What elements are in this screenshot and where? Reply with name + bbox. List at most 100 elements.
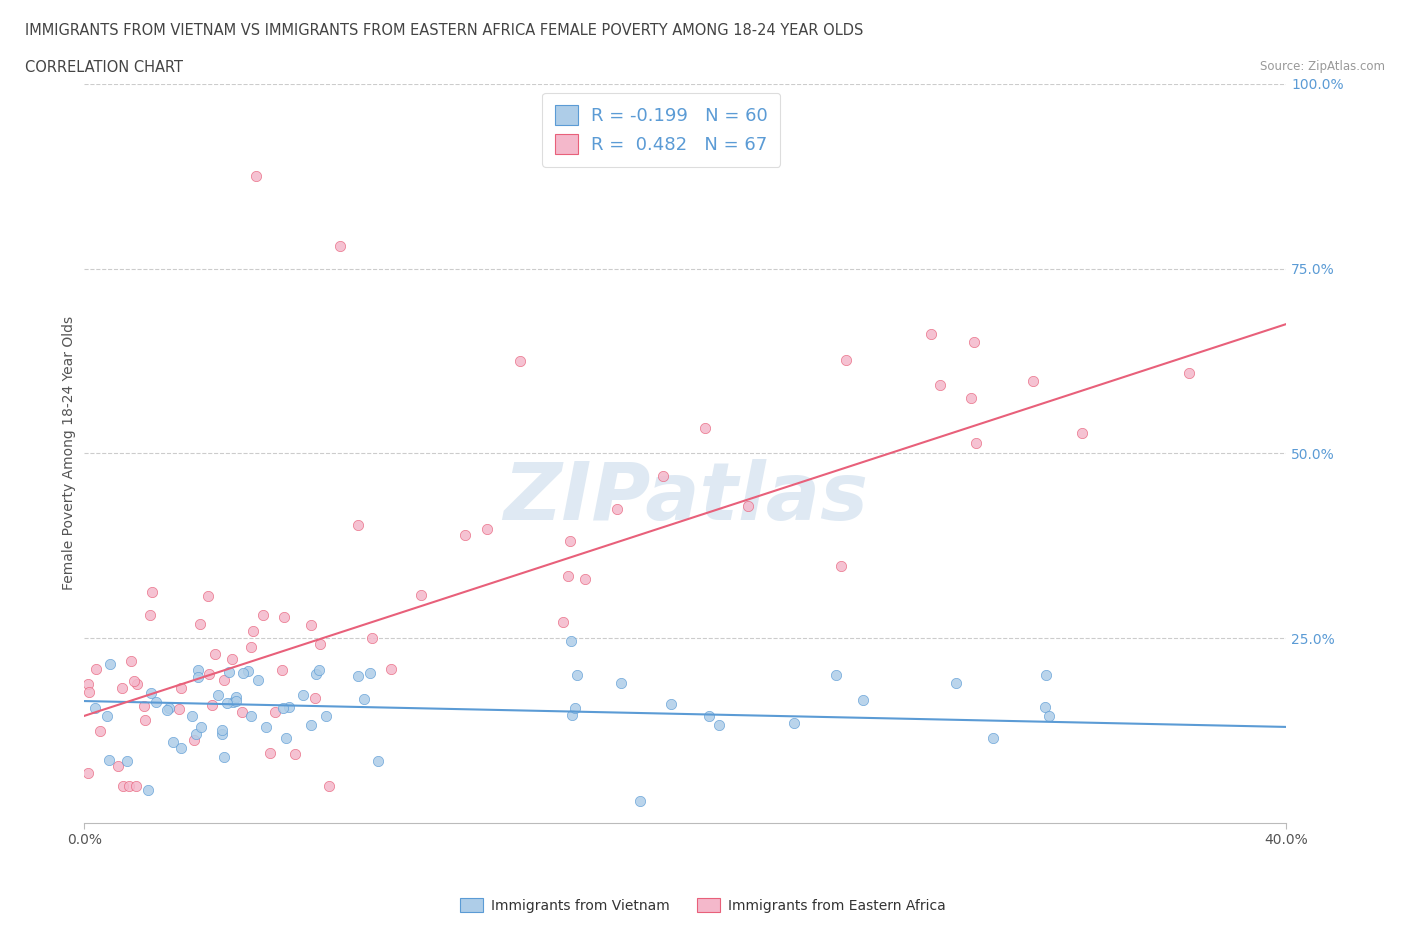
Point xyxy=(264,705,287,720)
Point xyxy=(659,697,682,711)
Point xyxy=(212,750,235,764)
Point xyxy=(183,733,205,748)
Point xyxy=(1022,374,1045,389)
Point xyxy=(299,718,322,733)
Point xyxy=(211,727,233,742)
Point xyxy=(963,334,986,349)
Point xyxy=(187,663,209,678)
Point xyxy=(225,694,247,709)
Point xyxy=(308,636,330,651)
Point xyxy=(929,378,952,392)
Point xyxy=(242,624,264,639)
Point xyxy=(170,681,193,696)
Point xyxy=(204,647,226,662)
Point xyxy=(115,753,138,768)
Point xyxy=(187,670,209,684)
Point xyxy=(558,533,581,548)
Point xyxy=(367,753,389,768)
Point xyxy=(606,502,628,517)
Point xyxy=(96,709,118,724)
Point xyxy=(107,759,129,774)
Point xyxy=(120,653,142,668)
Point xyxy=(737,498,759,513)
Point xyxy=(134,712,156,727)
Point xyxy=(628,793,651,808)
Point xyxy=(305,667,328,682)
Point xyxy=(211,722,233,737)
Point xyxy=(380,661,402,676)
Point xyxy=(77,684,100,699)
Point xyxy=(965,436,987,451)
Point xyxy=(221,651,243,666)
Point xyxy=(139,686,162,701)
Point xyxy=(329,239,352,254)
Point xyxy=(271,700,294,715)
Point xyxy=(346,517,368,532)
Point xyxy=(981,731,1004,746)
Point xyxy=(245,168,267,183)
Point xyxy=(291,687,314,702)
Point xyxy=(197,589,219,604)
Point xyxy=(111,778,134,793)
Point xyxy=(162,735,184,750)
Point xyxy=(564,700,586,715)
Point xyxy=(454,527,477,542)
Point xyxy=(225,689,247,704)
Point xyxy=(170,740,193,755)
Point xyxy=(609,675,631,690)
Point xyxy=(145,695,167,710)
Point xyxy=(125,778,148,793)
Point xyxy=(222,695,245,710)
Point xyxy=(561,708,583,723)
Point xyxy=(236,664,259,679)
Point xyxy=(124,674,146,689)
Point xyxy=(239,708,262,723)
Point xyxy=(707,718,730,733)
Point xyxy=(215,696,238,711)
Point xyxy=(273,610,295,625)
Text: ZIPatlas: ZIPatlas xyxy=(503,458,868,537)
Legend: Immigrants from Vietnam, Immigrants from Eastern Africa: Immigrants from Vietnam, Immigrants from… xyxy=(454,893,952,919)
Point xyxy=(212,672,235,687)
Point xyxy=(782,716,804,731)
Point xyxy=(1038,709,1060,724)
Point xyxy=(825,668,848,683)
Point xyxy=(138,607,160,622)
Point xyxy=(945,675,967,690)
Point xyxy=(278,699,301,714)
Point xyxy=(186,726,208,741)
Point xyxy=(201,698,224,712)
Point xyxy=(84,662,107,677)
Point xyxy=(232,666,254,681)
Point xyxy=(97,753,120,768)
Point xyxy=(198,667,221,682)
Legend: R = -0.199   N = 60, R =  0.482   N = 67: R = -0.199 N = 60, R = 0.482 N = 67 xyxy=(543,93,780,166)
Point xyxy=(181,709,204,724)
Point xyxy=(557,568,579,583)
Point xyxy=(239,640,262,655)
Point xyxy=(574,571,596,586)
Point xyxy=(77,677,100,692)
Point xyxy=(697,708,720,723)
Point xyxy=(1070,426,1092,441)
Point xyxy=(254,720,277,735)
Point xyxy=(553,614,575,629)
Point xyxy=(118,778,141,793)
Point xyxy=(411,588,433,603)
Point xyxy=(252,607,274,622)
Point xyxy=(353,691,375,706)
Point xyxy=(141,585,163,600)
Point xyxy=(693,420,716,435)
Point xyxy=(271,663,294,678)
Point xyxy=(89,724,111,738)
Point xyxy=(125,676,148,691)
Point xyxy=(1033,699,1056,714)
Point xyxy=(359,666,381,681)
Point xyxy=(276,731,298,746)
Point xyxy=(565,668,588,683)
Point xyxy=(132,698,155,713)
Point xyxy=(207,687,229,702)
Point xyxy=(231,704,253,719)
Point xyxy=(259,745,281,760)
Y-axis label: Female Poverty Among 18-24 Year Olds: Female Poverty Among 18-24 Year Olds xyxy=(62,316,76,591)
